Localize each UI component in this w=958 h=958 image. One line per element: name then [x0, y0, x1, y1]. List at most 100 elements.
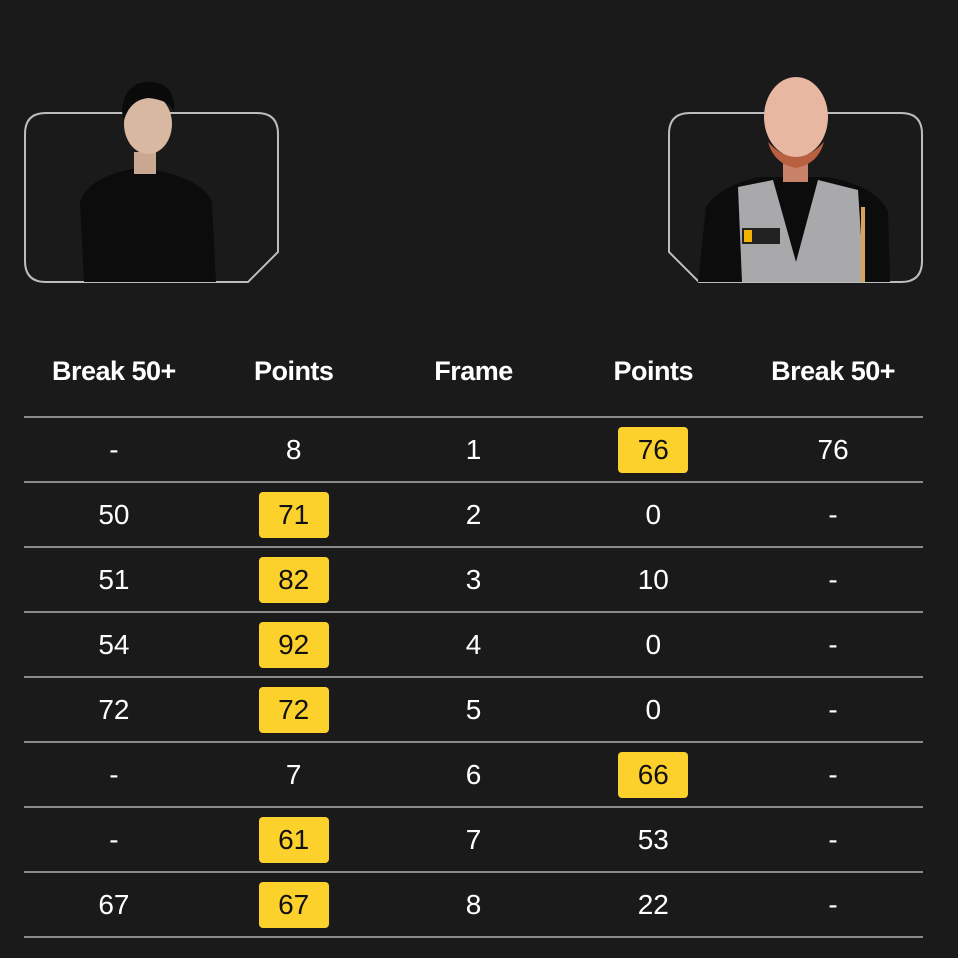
table-row: - 61 7 53 -	[24, 808, 923, 873]
header-left-break: Break 50+	[51, 355, 176, 386]
winning-points-badge: 71	[258, 491, 329, 538]
cell-frame: 1	[384, 427, 564, 473]
frame-value: 3	[465, 563, 482, 595]
frame-value: 8	[465, 888, 482, 920]
cell-frame: 8	[384, 882, 564, 928]
player-photo-left	[80, 81, 216, 282]
left-break-value: 50	[98, 498, 130, 530]
right-break-value: -	[828, 628, 838, 660]
winning-points-badge: 66	[618, 751, 689, 798]
left-break-value: 72	[98, 693, 130, 725]
cell-left-break: -	[24, 752, 204, 798]
frame-value: 6	[465, 758, 482, 790]
winning-points-badge: 92	[258, 621, 329, 668]
cell-left-break: -	[24, 427, 204, 473]
table-row: 54 92 4 0 -	[24, 613, 923, 678]
table-row: 72 72 5 0 -	[24, 678, 923, 743]
table-header: Break 50+ Points Frame Points Break 50+	[24, 326, 923, 418]
cell-right-break: -	[743, 492, 923, 538]
right-points-value: 10	[637, 563, 669, 595]
table-row: - 8 1 76 76	[24, 418, 923, 483]
winning-points-badge: 67	[258, 881, 329, 928]
cell-right-break: -	[743, 752, 923, 798]
cell-left-break: 50	[24, 492, 204, 538]
cell-frame: 7	[384, 817, 564, 863]
right-break-value: -	[828, 693, 838, 725]
cell-right-break: -	[743, 882, 923, 928]
winning-points-badge: 61	[258, 816, 329, 863]
right-points-value: 22	[637, 888, 669, 920]
right-break-value: -	[828, 758, 838, 790]
player-card-right	[668, 77, 923, 283]
right-break-value: -	[828, 498, 838, 530]
cell-right-points: 22	[563, 882, 743, 928]
table-row: 67 67 8 22 -	[24, 873, 923, 938]
cell-right-break: -	[743, 622, 923, 668]
cell-left-break: 51	[24, 557, 204, 603]
cell-right-points: 0	[563, 687, 743, 733]
cell-left-break: 72	[24, 687, 204, 733]
header-right-points: Points	[613, 355, 694, 386]
frame-scores-table: Break 50+ Points Frame Points Break 50+ …	[24, 326, 923, 938]
cell-right-points: 76	[563, 426, 743, 473]
left-break-value: 51	[98, 563, 130, 595]
cell-left-points: 92	[204, 621, 384, 668]
card-frame	[24, 112, 279, 283]
cell-frame: 4	[384, 622, 564, 668]
cell-left-points: 72	[204, 686, 384, 733]
left-break-value: -	[109, 758, 119, 790]
left-break-value: -	[109, 433, 119, 465]
cell-right-break: -	[743, 557, 923, 603]
frame-value: 7	[465, 823, 482, 855]
cell-left-points: 82	[204, 556, 384, 603]
left-break-value: 67	[98, 888, 130, 920]
left-break-value: -	[109, 823, 119, 855]
right-points-value: 0	[645, 693, 662, 725]
card-frame	[668, 112, 923, 283]
cell-frame: 2	[384, 492, 564, 538]
header-right-break: Break 50+	[771, 355, 896, 386]
cell-left-points: 8	[204, 427, 384, 473]
cell-right-break: -	[743, 817, 923, 863]
cell-right-break: -	[743, 687, 923, 733]
cell-left-break: -	[24, 817, 204, 863]
left-break-value: 54	[98, 628, 130, 660]
winning-points-badge: 82	[258, 556, 329, 603]
cell-right-points: 0	[563, 622, 743, 668]
right-points-value: 0	[645, 628, 662, 660]
right-points-value: 53	[637, 823, 669, 855]
right-break-value: -	[828, 823, 838, 855]
cell-left-points: 61	[204, 816, 384, 863]
cell-frame: 6	[384, 752, 564, 798]
frame-value: 2	[465, 498, 482, 530]
left-points-value: 7	[285, 758, 302, 790]
cell-right-break: 76	[743, 427, 923, 473]
right-break-value: -	[828, 563, 838, 595]
right-break-value: -	[828, 888, 838, 920]
winning-points-badge: 76	[618, 426, 689, 473]
table-row: 50 71 2 0 -	[24, 483, 923, 548]
cell-left-points: 67	[204, 881, 384, 928]
table-row: -7 6 66-	[24, 743, 923, 808]
table-row: 51 82 3 10 -	[24, 548, 923, 613]
winning-points-badge: 72	[258, 686, 329, 733]
cell-right-points: 53	[563, 817, 743, 863]
frame-value: 5	[465, 693, 482, 725]
player-card-left	[24, 81, 279, 283]
cell-right-points: 10	[563, 557, 743, 603]
header-left-points: Points	[253, 355, 334, 386]
cell-left-points: 71	[204, 491, 384, 538]
right-points-value: 0	[645, 498, 662, 530]
cell-right-points: 66	[563, 751, 743, 798]
cell-left-points: 7	[204, 752, 384, 798]
frame-value: 1	[465, 433, 482, 465]
header-frame: Frame	[434, 355, 513, 386]
frame-value: 4	[465, 628, 482, 660]
cell-frame: 3	[384, 557, 564, 603]
cell-right-points: 0	[563, 492, 743, 538]
cell-left-break: 67	[24, 882, 204, 928]
cell-left-break: 54	[24, 622, 204, 668]
left-points-value: 8	[285, 433, 302, 465]
player-photo-right	[698, 77, 890, 282]
cell-frame: 5	[384, 687, 564, 733]
